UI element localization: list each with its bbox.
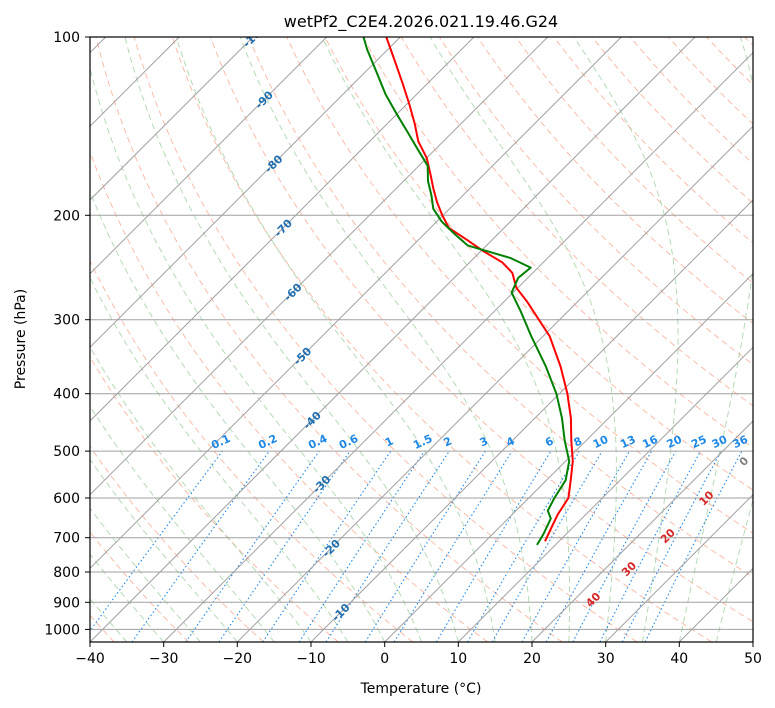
x-tick-label: 30 xyxy=(597,651,615,667)
temperature-trace xyxy=(385,37,574,542)
x-tick-label: 50 xyxy=(744,651,762,667)
x-tick-label: −30 xyxy=(149,651,179,667)
y-tick-label: 300 xyxy=(53,313,80,329)
isotherm-gridline xyxy=(90,37,328,275)
isotherm-gridline xyxy=(310,199,753,642)
isotherm-gridline xyxy=(90,37,696,642)
dry-adiabat-line xyxy=(90,259,414,642)
isotherm-gridline xyxy=(384,272,753,642)
mixing-ratio-line xyxy=(572,450,677,642)
mixing-ratio-line xyxy=(325,450,450,642)
dry-adiabat-line xyxy=(171,37,712,642)
mixing-ratio-label: 30 xyxy=(710,433,730,451)
dry-adiabat-line xyxy=(515,37,753,284)
moist-adiabat-line xyxy=(90,458,238,642)
x-axis-title: Temperature (°C) xyxy=(360,681,482,697)
mixing-ratio-line xyxy=(185,450,320,642)
dry-adiabat-line xyxy=(210,37,753,623)
isotherm-gridline xyxy=(605,493,753,642)
mixing-ratio-label: 13 xyxy=(618,433,637,451)
moist-adiabat-line xyxy=(715,497,753,642)
x-tick-label: −20 xyxy=(223,651,253,667)
pressure-gridlines xyxy=(90,37,753,630)
y-tick-label: 600 xyxy=(53,491,80,507)
dry-adiabat-line xyxy=(248,37,753,578)
mixing-ratio-line xyxy=(298,450,425,642)
mixing-ratio-label: 36 xyxy=(731,433,751,451)
isotherm-gridline xyxy=(90,37,475,422)
dry-adiabat-line xyxy=(133,37,638,642)
dry-adiabats xyxy=(90,37,753,642)
y-tick-label: 700 xyxy=(53,531,80,547)
isotherm-gridline xyxy=(90,37,401,349)
x-tick-label: −10 xyxy=(296,651,326,667)
moist-adiabat-line xyxy=(321,37,571,642)
mixing-ratio-lines xyxy=(90,450,743,642)
moist-adiabat-line xyxy=(90,66,422,642)
isotherm-gridline xyxy=(531,420,753,642)
moist-adiabat-line xyxy=(239,37,533,642)
moist-adiabat-line xyxy=(124,37,459,642)
dewpoint-trace xyxy=(362,37,571,546)
y-axis: 100 200 300 400 500 600 700 800 900 1000 xyxy=(44,30,90,638)
dry-adiabat-line xyxy=(324,37,753,491)
y-tick-label: 400 xyxy=(53,387,80,403)
mixing-ratio-line xyxy=(521,450,630,642)
mixing-ratio-label: 25 xyxy=(689,433,708,451)
dry-adiabat-line xyxy=(286,37,753,534)
isotherm-gridline xyxy=(90,37,549,496)
x-axis: −40 −30 −20 −10 0 10 20 30 40 50 xyxy=(75,642,762,667)
isotherm-gridline xyxy=(90,37,622,570)
y-tick-label: 900 xyxy=(53,595,80,611)
mixing-ratio-line xyxy=(262,450,392,642)
moist-adiabat-line xyxy=(429,37,617,642)
plot-frame xyxy=(89,36,754,643)
y-tick-label: 500 xyxy=(53,444,80,460)
y-tick-label: 1000 xyxy=(44,622,80,638)
y-axis-title: Pressure (hPa) xyxy=(13,289,29,389)
chart-title: wetPf2_C2E4.2026.021.19.46.G24 xyxy=(284,12,558,32)
mixing-ratio-line xyxy=(393,450,513,642)
mixing-ratio-label: 20 xyxy=(665,433,685,451)
moist-adiabat-line xyxy=(573,37,679,642)
sounding-traces xyxy=(362,37,574,546)
isotherm-gridlines xyxy=(90,37,753,642)
isotherm-gridline xyxy=(457,346,753,642)
x-tick-label: 40 xyxy=(670,651,688,667)
x-tick-label: 20 xyxy=(523,651,541,667)
isotherm-gridline xyxy=(90,37,254,201)
dry-adiabat-line xyxy=(95,37,563,642)
mixing-ratio-line xyxy=(131,450,270,642)
moist-adiabat-line xyxy=(90,189,386,642)
mixing-ratio-line xyxy=(90,450,223,632)
x-tick-label: −40 xyxy=(75,651,105,667)
dry-adiabat-line xyxy=(90,445,264,642)
dry-adiabat-line xyxy=(90,356,339,642)
mixing-ratio-line xyxy=(218,450,351,642)
moist-adiabat-line xyxy=(90,276,349,642)
isotherm-gridline xyxy=(236,125,753,642)
y-tick-label: 200 xyxy=(53,208,80,224)
moist-adiabat-line xyxy=(90,405,275,642)
mixing-ratio-label: 10 xyxy=(591,433,611,451)
y-tick-label: 100 xyxy=(53,30,80,46)
mixing-ratio-line xyxy=(545,450,653,642)
mixing-ratio-line xyxy=(644,450,743,642)
moist-adiabat-line xyxy=(678,37,753,642)
y-tick-label: 800 xyxy=(53,565,80,581)
x-tick-label: 0 xyxy=(380,651,389,667)
isotherm-gridline xyxy=(163,51,753,642)
mixing-ratio-label: 16 xyxy=(640,433,660,451)
x-tick-label: 10 xyxy=(449,651,467,667)
moist-adiabat-line xyxy=(175,37,496,642)
